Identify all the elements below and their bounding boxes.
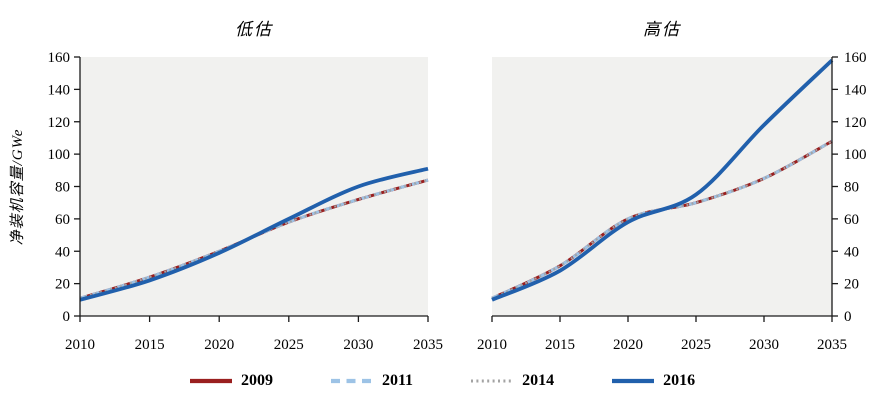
y-axis-tick-label: 100	[844, 147, 867, 163]
x-axis-tick-label: 2020	[613, 337, 643, 353]
legend-label-2014: 2014	[522, 372, 555, 389]
legend-swatch-2016	[612, 378, 655, 384]
y-axis-tick-label: 40	[55, 244, 70, 260]
legend-label-2011: 2011	[381, 372, 414, 389]
y-axis-tick-label: 100	[48, 147, 71, 163]
y-axis-tick-label: 80	[55, 180, 70, 196]
series-line-2016	[491, 58, 834, 302]
y-axis-tick-label: 60	[844, 212, 859, 228]
y-axis-tick-label: 140	[48, 82, 71, 98]
x-axis-tick-label: 2030	[749, 337, 779, 353]
x-axis-tick-label: 2015	[135, 337, 165, 353]
legend-swatch-2014	[471, 379, 514, 383]
y-axis-tick-label: 120	[48, 115, 71, 131]
y-axis-tick-label: 160	[844, 50, 867, 66]
legend-item-2011: 2011	[329, 372, 413, 390]
y-axis-tick-label: 0	[844, 309, 852, 325]
y-axis-tick-label: 40	[844, 244, 859, 260]
x-axis-tick-label: 2025	[681, 337, 711, 353]
y-axis-tick-label: 160	[48, 50, 71, 66]
y-axis-tick-label: 20	[55, 277, 70, 293]
x-axis-tick-label: 2010	[477, 337, 507, 353]
low-estimate-panel: 0 20 40 60 80 100 120 140 160 2010 2015 2020 2025 203…	[48, 50, 444, 353]
series-line-2016	[79, 166, 429, 302]
legend-label-2009: 2009	[240, 372, 273, 389]
x-axis-tick-label: 2035	[817, 337, 847, 353]
legend-item-2016: 2016	[610, 372, 695, 390]
chart-title-high-estimate: 高估	[643, 20, 681, 39]
chart-title-low-estimate: 低估	[235, 20, 273, 39]
high-estimate-panel: 0 20 40 60 80 100 120 140 160 2010 2015 2020 2025 203…	[477, 50, 867, 353]
legend-swatch-2011	[330, 378, 373, 384]
y-axis-tick-label: 80	[844, 180, 859, 196]
y-axis-tick-label: 140	[844, 82, 867, 98]
x-axis-tick-label: 2020	[204, 337, 234, 353]
y-axis-tick-label: 120	[844, 115, 867, 131]
x-axis-tick-label: 2030	[343, 337, 373, 353]
y-axis-tick-label: 0	[63, 309, 71, 325]
y-axis-tick-label: 60	[55, 212, 70, 228]
legend: 2009 2011 2014 2016	[0, 372, 883, 390]
y-axis-tick-label: 20	[844, 277, 859, 293]
legend-swatch-2009	[189, 378, 232, 384]
series-line-2014	[491, 140, 833, 300]
plot-background	[80, 57, 428, 316]
x-axis-tick-label: 2035	[413, 337, 443, 353]
legend-label-2016: 2016	[663, 372, 696, 389]
x-axis-tick-label: 2025	[274, 337, 304, 353]
legend-item-2009: 2009	[188, 372, 273, 390]
x-axis-tick-label: 2010	[65, 337, 95, 353]
charts-canvas: 0 20 40 60 80 100 120 140 160 2010 2015 2020 2025 203…	[48, 50, 867, 353]
x-axis-tick-label: 2015	[545, 337, 575, 353]
series-line-2014	[79, 179, 429, 300]
legend-item-2014: 2014	[469, 372, 554, 390]
